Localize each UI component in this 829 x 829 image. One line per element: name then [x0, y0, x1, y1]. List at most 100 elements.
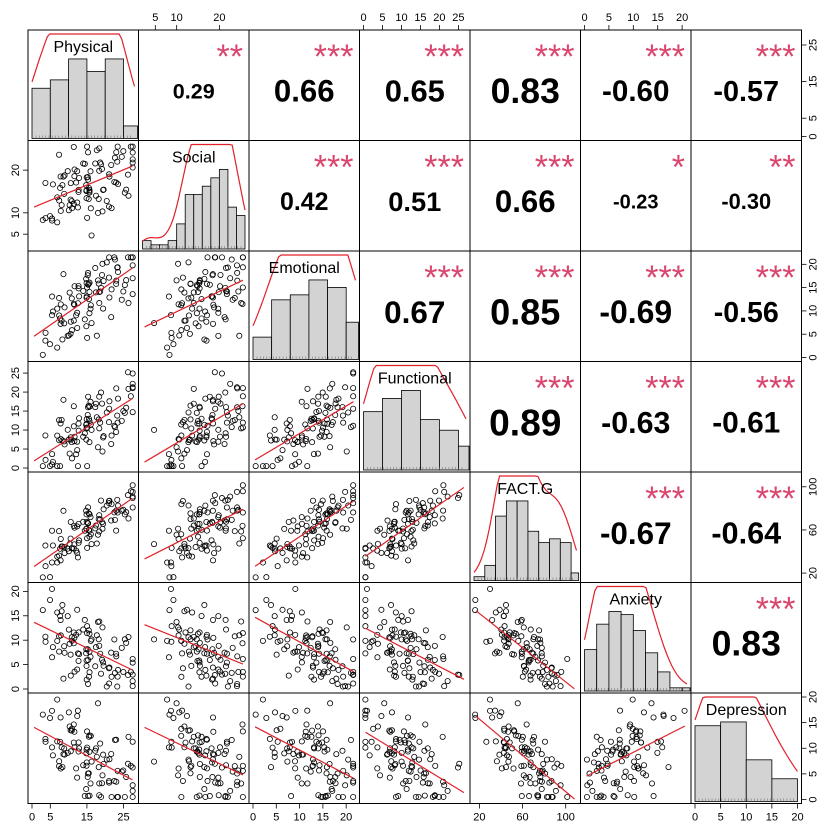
scatter-point [178, 732, 185, 739]
scatter-point [415, 511, 422, 518]
scatter-point [431, 512, 438, 519]
scatter-point [96, 642, 103, 649]
scatter-point [208, 537, 215, 544]
scatter-point [100, 659, 107, 666]
scatter-point [74, 774, 81, 781]
scatter-point [198, 526, 205, 533]
scatter-point [84, 334, 91, 341]
scatter-point [304, 528, 311, 535]
scatter-point [549, 793, 556, 800]
scatter-point [93, 414, 100, 421]
scatter-point [444, 787, 451, 794]
scatter-point [277, 725, 284, 732]
scatter-point [202, 666, 209, 673]
scatter-point [85, 770, 92, 777]
scatter-point [600, 774, 607, 781]
scatter-point [403, 786, 410, 793]
density-curve [252, 254, 357, 326]
scatter-point [182, 317, 189, 324]
scatter-point [422, 627, 429, 634]
scatter-point [95, 277, 102, 284]
scatter-point [195, 288, 202, 295]
scatter-point [339, 747, 346, 754]
scatter-point [211, 550, 218, 557]
scatter-point [76, 651, 83, 658]
scatter-point [273, 436, 280, 443]
scatter-point [216, 744, 223, 751]
scatter-point [114, 158, 121, 165]
scatter-point [189, 609, 196, 616]
scatter-point [304, 463, 311, 470]
scatter-point [218, 254, 225, 261]
scatter-point [378, 549, 385, 556]
scatter-point [185, 545, 192, 552]
scatter-point [59, 602, 66, 609]
scatter-point [263, 715, 270, 722]
scatter-point [363, 707, 370, 714]
scatter-point [203, 312, 210, 319]
scatter-point [408, 608, 415, 615]
scatter-point [523, 640, 530, 647]
histogram-bar [694, 725, 722, 802]
scatter-point [231, 633, 238, 640]
scatter-point [238, 300, 245, 307]
scatter-point [368, 638, 375, 645]
scatter-point [42, 542, 49, 549]
scatter-point [271, 632, 278, 639]
scatter-point [123, 639, 130, 646]
scatter-point [388, 709, 395, 716]
density-curve [473, 475, 578, 573]
scatter-point [320, 630, 327, 637]
scatter-point [362, 715, 369, 722]
scatter-point [526, 656, 533, 663]
scatter-point [435, 670, 442, 677]
scatter-point [321, 420, 328, 427]
scatter-point [42, 633, 49, 640]
scatter-point [635, 753, 642, 760]
scatter-point [322, 636, 329, 643]
scatter-point [129, 254, 136, 261]
scatter-point [335, 666, 342, 673]
scatter-point [83, 650, 90, 657]
scatter-point [221, 440, 228, 447]
scatter-point [322, 793, 329, 800]
scatter-point [87, 305, 94, 312]
scatter-point [309, 762, 316, 769]
scatter-point [42, 179, 49, 186]
scatter-point [608, 751, 615, 758]
scatter-point [92, 747, 99, 754]
scatter-point [222, 663, 229, 670]
scatter-point [195, 323, 202, 330]
scatter-point [284, 438, 291, 445]
scatter-point [190, 300, 197, 307]
scatter-point [87, 168, 94, 175]
scatter-point [42, 638, 49, 645]
scatter-point [650, 793, 657, 800]
scatter-point [593, 733, 600, 740]
scatter-point [108, 314, 115, 321]
trend-line [254, 500, 354, 567]
scatter-point [124, 171, 131, 178]
scatter-point [108, 440, 115, 447]
scatter-point [238, 528, 245, 535]
scatter-point [103, 756, 110, 763]
scatter-point [74, 438, 81, 445]
scatter-point [239, 424, 246, 431]
scatter-point [56, 528, 63, 535]
scatter-point [198, 612, 205, 619]
scatter-point [70, 739, 77, 746]
histogram-bar [538, 542, 550, 581]
scatter-point [193, 409, 200, 416]
scatter-point [411, 632, 418, 639]
y-tick-label: 15 [808, 75, 820, 87]
scatter-point [108, 649, 115, 656]
scatter-point [115, 181, 122, 188]
scatter-point [292, 461, 299, 468]
scatter-point [57, 463, 64, 470]
scatter-point [594, 748, 601, 755]
x-tick-label: 0 [581, 12, 587, 24]
scatter-point [203, 633, 210, 640]
scatter-point [456, 492, 463, 499]
scatter-point [311, 518, 318, 525]
scatter-point [343, 772, 350, 779]
